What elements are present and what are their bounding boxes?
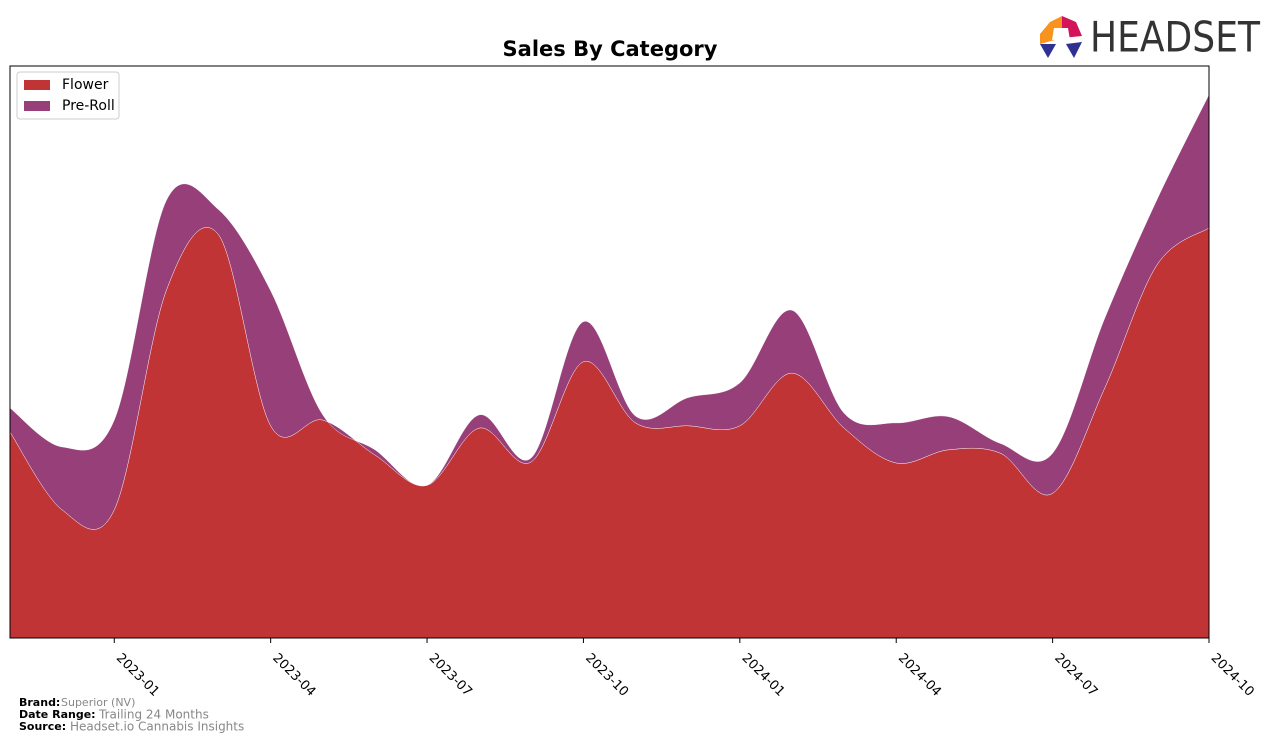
x-tick-label: 2023-07 [426, 651, 475, 700]
logo-icon [1066, 42, 1082, 58]
plot-frame [9, 65, 1210, 639]
area [9, 227, 1210, 639]
legend-swatch [24, 101, 50, 111]
footer-label: Date Range: [19, 708, 96, 721]
x-tick-label: 2024-10 [1208, 651, 1257, 700]
legend-label: Flower [62, 77, 109, 93]
x-tick-label: 2023-04 [269, 651, 318, 700]
x-tick-label: 2024-07 [1051, 651, 1100, 700]
x-tick-label: 2024-04 [895, 651, 944, 700]
legend-label: Pre-Roll [62, 98, 115, 114]
logo: HEADSET [1040, 13, 1260, 62]
x-tick-label: 2024-01 [739, 651, 788, 700]
logo-icon [1052, 28, 1070, 40]
chart-title: Sales By Category [503, 37, 718, 61]
logo-text: HEADSET [1090, 13, 1260, 62]
legend-swatch [24, 80, 50, 90]
footer-value: Superior (NV) [61, 696, 135, 709]
footer-label: Brand: [19, 696, 60, 709]
footer: Brand: Superior (NV) Date Range: Trailin… [19, 696, 244, 734]
footer-value: Trailing 24 Months [98, 708, 209, 722]
logo-icon [1040, 44, 1056, 58]
footer-label: Source: [19, 720, 66, 733]
x-tick-label: 2023-01 [113, 651, 162, 700]
x-tick-label: 2023-10 [582, 651, 631, 700]
footer-value: Headset.io Cannabis Insights [70, 720, 244, 734]
